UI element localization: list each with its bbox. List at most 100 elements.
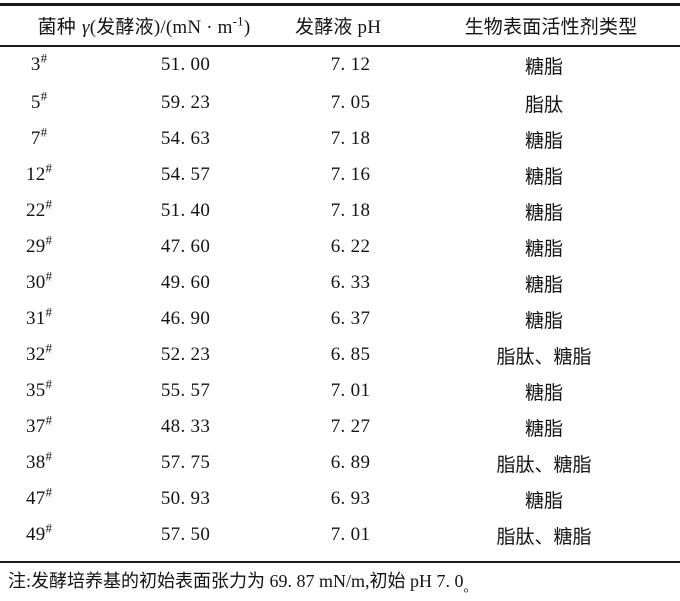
cell-ph: 6. 33 xyxy=(330,272,371,293)
cell-ph: 6. 22 xyxy=(330,236,371,257)
strain-number: 31 xyxy=(25,308,46,329)
column-header-strain: 菌种 xyxy=(37,17,76,38)
strain-hash-mark: # xyxy=(45,448,53,464)
cell-surface-tension: 51. 40 xyxy=(160,200,211,221)
cell-strain: 12# xyxy=(0,157,78,193)
cell-surface-tension: 46. 90 xyxy=(160,308,211,329)
cell-strain: 32# xyxy=(0,337,78,373)
cell-biosurfactant-type: 糖脂 xyxy=(524,382,563,404)
gamma-symbol: γ xyxy=(82,17,90,38)
strain-number: 37 xyxy=(25,416,46,437)
cell-ph: 6. 93 xyxy=(330,488,371,509)
cell-strain: 31# xyxy=(0,301,78,337)
table-row: 7# 54. 63 7. 18 糖脂 xyxy=(0,121,680,157)
cell-ph: 6. 89 xyxy=(330,452,371,473)
column-header-biosurfactant-type: 生物表面活性剂类型 xyxy=(464,17,638,38)
strain-hash-mark: # xyxy=(45,484,53,500)
cell-ph: 7. 18 xyxy=(330,200,371,221)
cell-biosurfactant-type: 糖脂 xyxy=(524,274,563,296)
cell-strain: 49# xyxy=(0,517,78,553)
cell-ph: 7. 16 xyxy=(330,164,371,185)
cell-ph: 7. 18 xyxy=(330,128,371,149)
table-row: 22# 51. 40 7. 18 糖脂 xyxy=(0,193,680,229)
strain-hash-mark: # xyxy=(45,268,53,284)
cell-surface-tension: 54. 63 xyxy=(160,128,211,149)
cell-strain: 22# xyxy=(0,193,78,229)
table-row: 29# 47. 60 6. 22 糖脂 xyxy=(0,229,680,265)
cell-ph: 6. 37 xyxy=(330,308,371,329)
table-row: 31# 46. 90 6. 37 糖脂 xyxy=(0,301,680,337)
table-row: 35# 55. 57 7. 01 糖脂 xyxy=(0,373,680,409)
cell-ph: 7. 01 xyxy=(330,524,371,545)
cell-ph: 7. 01 xyxy=(330,380,371,401)
table-row: 49# 57. 50 7. 01 脂肽、糖脂 xyxy=(0,517,680,553)
table-row: 12# 54. 57 7. 16 糖脂 xyxy=(0,157,680,193)
footnote-text: 注:发酵培养基的初始表面张力为 69. 87 mN/m,初始 pH 7. 0 xyxy=(8,571,464,591)
strain-number: 22 xyxy=(25,200,46,221)
table-row: 5# 59. 23 7. 05 脂肽 xyxy=(0,85,680,121)
table-row: 47# 50. 93 6. 93 糖脂 xyxy=(0,481,680,517)
footnote-terminator: 。 xyxy=(463,579,477,595)
cell-strain: 3# xyxy=(0,45,78,85)
strain-number: 7 xyxy=(30,128,41,149)
cell-surface-tension: 59. 23 xyxy=(160,92,211,113)
cell-surface-tension: 54. 57 xyxy=(160,164,211,185)
table-row: 32# 52. 23 6. 85 脂肽、糖脂 xyxy=(0,337,680,373)
cell-surface-tension: 48. 33 xyxy=(160,416,211,437)
table-body: 3# 51. 00 7. 12 糖脂 5# 59. 23 7. 05 脂肽 7# 54. 63 7.… xyxy=(0,45,680,553)
cell-biosurfactant-type: 脂肽、糖脂 xyxy=(496,454,592,476)
strain-number: 38 xyxy=(25,452,46,473)
strain-hash-mark: # xyxy=(45,412,53,428)
strain-hash-mark: # xyxy=(45,196,53,212)
cell-surface-tension: 49. 60 xyxy=(160,272,211,293)
strain-hash-mark: # xyxy=(45,160,53,176)
cell-biosurfactant-type: 脂肽 xyxy=(524,94,563,116)
strain-number: 12 xyxy=(25,164,46,185)
table-bottom-rule xyxy=(0,561,680,563)
cell-biosurfactant-type: 脂肽、糖脂 xyxy=(496,526,592,548)
data-table: 菌种 γ(发酵液)/(mN · m-1) 发酵液 pH 生物表面活性剂类型 3#… xyxy=(0,6,680,553)
strain-number: 35 xyxy=(25,380,46,401)
strain-hash-mark: # xyxy=(40,50,48,66)
strain-hash-mark: # xyxy=(45,376,53,392)
cell-biosurfactant-type: 糖脂 xyxy=(524,310,563,332)
strain-hash-mark: # xyxy=(40,124,48,140)
table-row: 38# 57. 75 6. 89 脂肽、糖脂 xyxy=(0,445,680,481)
cell-biosurfactant-type: 糖脂 xyxy=(524,130,563,152)
cell-surface-tension: 57. 75 xyxy=(160,452,211,473)
cell-biosurfactant-type: 糖脂 xyxy=(524,490,563,512)
cell-biosurfactant-type: 糖脂 xyxy=(524,56,563,78)
cell-ph: 7. 05 xyxy=(330,92,371,113)
cell-strain: 29# xyxy=(0,229,78,265)
cell-biosurfactant-type: 脂肽、糖脂 xyxy=(496,346,592,368)
table-footnote: 注:发酵培养基的初始表面张力为 69. 87 mN/m,初始 pH 7. 0。 xyxy=(8,568,672,601)
table-row: 3# 51. 00 7. 12 糖脂 xyxy=(0,45,680,85)
cell-ph: 6. 85 xyxy=(330,344,371,365)
table-top-rule xyxy=(0,3,680,6)
strain-hash-mark: # xyxy=(40,88,48,104)
cell-surface-tension: 51. 00 xyxy=(160,54,211,75)
strain-hash-mark: # xyxy=(45,520,53,536)
strain-number: 30 xyxy=(25,272,46,293)
cell-surface-tension: 47. 60 xyxy=(160,236,211,257)
table-row: 37# 48. 33 7. 27 糖脂 xyxy=(0,409,680,445)
table-header-rule xyxy=(0,45,680,47)
cell-surface-tension: 52. 23 xyxy=(160,344,211,365)
cell-ph: 7. 12 xyxy=(330,54,371,75)
table-head: 菌种 γ(发酵液)/(mN · m-1) 发酵液 pH 生物表面活性剂类型 xyxy=(0,6,680,45)
cell-surface-tension: 50. 93 xyxy=(160,488,211,509)
strain-hash-mark: # xyxy=(45,232,53,248)
strain-number: 32 xyxy=(25,344,46,365)
cell-biosurfactant-type: 糖脂 xyxy=(524,166,563,188)
strain-number: 29 xyxy=(25,236,46,257)
strain-hash-mark: # xyxy=(45,304,53,320)
cell-strain: 37# xyxy=(0,409,78,445)
gamma-unit-label: (发酵液)/(mN · m xyxy=(89,17,233,38)
cell-biosurfactant-type: 糖脂 xyxy=(524,202,563,224)
cell-surface-tension: 55. 57 xyxy=(160,380,211,401)
strain-number: 3 xyxy=(30,54,41,75)
strain-hash-mark: # xyxy=(45,340,53,356)
cell-strain: 7# xyxy=(0,121,78,157)
strain-number: 47 xyxy=(25,488,46,509)
